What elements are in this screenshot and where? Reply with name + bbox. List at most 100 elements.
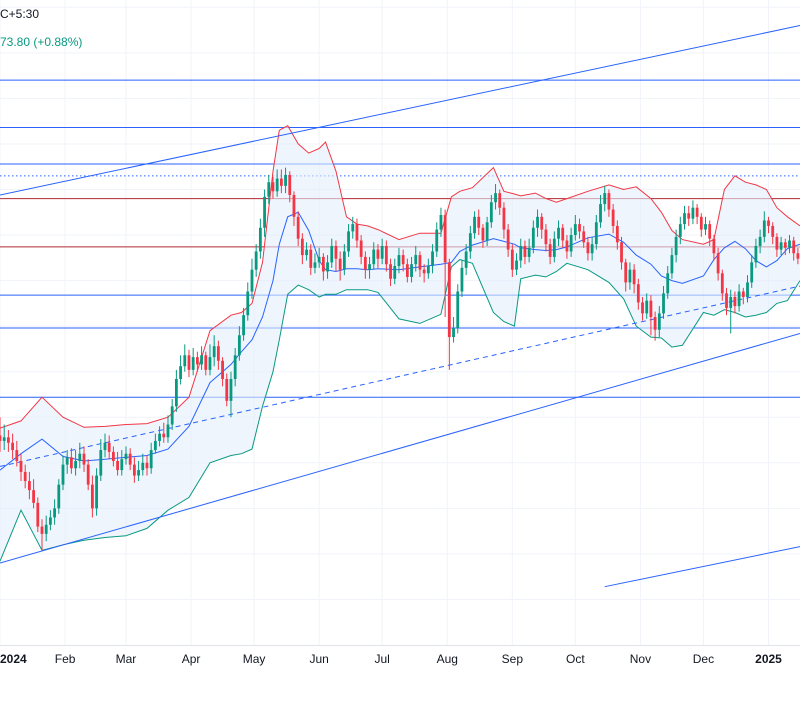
candle-up (149, 442, 153, 474)
candle-up (527, 238, 531, 263)
candle-body (779, 242, 783, 250)
candle-down (27, 471, 31, 500)
candle-body (720, 273, 724, 294)
candle-body (330, 245, 334, 263)
candle-down (221, 357, 224, 387)
candle-up (191, 348, 195, 376)
candle-body (132, 464, 136, 476)
candle-up (48, 510, 52, 531)
candle-down (359, 235, 363, 265)
candle-body (645, 300, 649, 314)
candle-up (657, 306, 661, 338)
candle-up (494, 184, 497, 210)
candle-down (40, 519, 44, 551)
candle-up (351, 216, 355, 239)
candle-down (548, 238, 552, 265)
candle-down (582, 225, 586, 248)
candle-up (229, 371, 233, 418)
candle-down (498, 189, 502, 215)
candle-body (519, 245, 523, 261)
candle-body (250, 269, 254, 292)
candle-body (246, 291, 250, 316)
candle-body (338, 258, 342, 270)
candle-body (725, 293, 728, 308)
candle-body (384, 245, 388, 265)
candle-up (737, 284, 741, 312)
candle-up (120, 450, 124, 476)
candle-body (363, 256, 367, 270)
candle-body (762, 220, 766, 237)
candle-body (498, 193, 502, 208)
candle-body (460, 267, 464, 292)
x-axis-tick-label: Dec (693, 652, 714, 666)
candle-up (103, 433, 107, 458)
x-axis-tick-label: 2024 (0, 652, 27, 666)
candle-body (208, 357, 212, 370)
candle-body (393, 266, 397, 279)
candle-down (15, 440, 19, 467)
candle-body (334, 245, 338, 259)
grid (0, 0, 800, 646)
candle-body (414, 255, 418, 265)
candle-down (687, 205, 691, 226)
candle-down (389, 258, 392, 287)
candle-up (670, 247, 674, 279)
candle-up (368, 256, 371, 279)
candle-body (103, 442, 107, 451)
candle-up (2, 424, 6, 451)
candle-body (99, 450, 103, 476)
candle-body (443, 215, 447, 263)
candle-body (11, 442, 14, 451)
candle-body (317, 256, 321, 263)
candle-up (779, 236, 783, 256)
candle-up (666, 266, 670, 299)
candle-up (141, 453, 145, 476)
candle-down (611, 204, 615, 234)
candle-up (208, 344, 212, 376)
candle-up (380, 238, 384, 265)
candle-down (195, 351, 199, 372)
trend-line (0, 285, 800, 467)
candle-up (683, 205, 686, 230)
candle-down (561, 224, 565, 248)
candle-down (649, 295, 653, 336)
candle-body (162, 433, 166, 438)
candle-body (263, 196, 266, 228)
candle-body (716, 253, 720, 274)
candle-up (61, 455, 65, 491)
candle-body (141, 462, 145, 471)
candle-up (704, 216, 707, 236)
candle-down (733, 291, 737, 314)
band-fill (0, 125, 800, 562)
candle-up (460, 260, 464, 297)
candle-down (296, 211, 300, 246)
candle-up (78, 442, 82, 469)
candle-up (74, 450, 77, 476)
candle-body (624, 262, 628, 283)
candle-body (447, 262, 451, 338)
candle-body (620, 242, 623, 263)
candle-body (372, 249, 376, 265)
candle-down (0, 417, 2, 452)
candle-body (481, 227, 485, 241)
candle-up (166, 415, 170, 443)
candle-body (767, 220, 770, 226)
candle-down (187, 349, 191, 378)
candle-body (216, 346, 220, 361)
candle-down (720, 269, 724, 301)
candle-down (716, 247, 720, 281)
candle-body (561, 227, 565, 241)
x-axis-tick-label: Feb (55, 652, 76, 666)
candle-down (145, 455, 149, 476)
candle-body (599, 204, 602, 223)
candle-up (330, 238, 334, 268)
trend-line (0, 332, 800, 564)
candle-body (48, 517, 52, 525)
candle-up (179, 355, 182, 385)
candle-up (65, 450, 69, 474)
x-axis-tick-label: Oct (566, 652, 585, 666)
candle-down (422, 264, 426, 283)
candle-body (267, 182, 271, 197)
